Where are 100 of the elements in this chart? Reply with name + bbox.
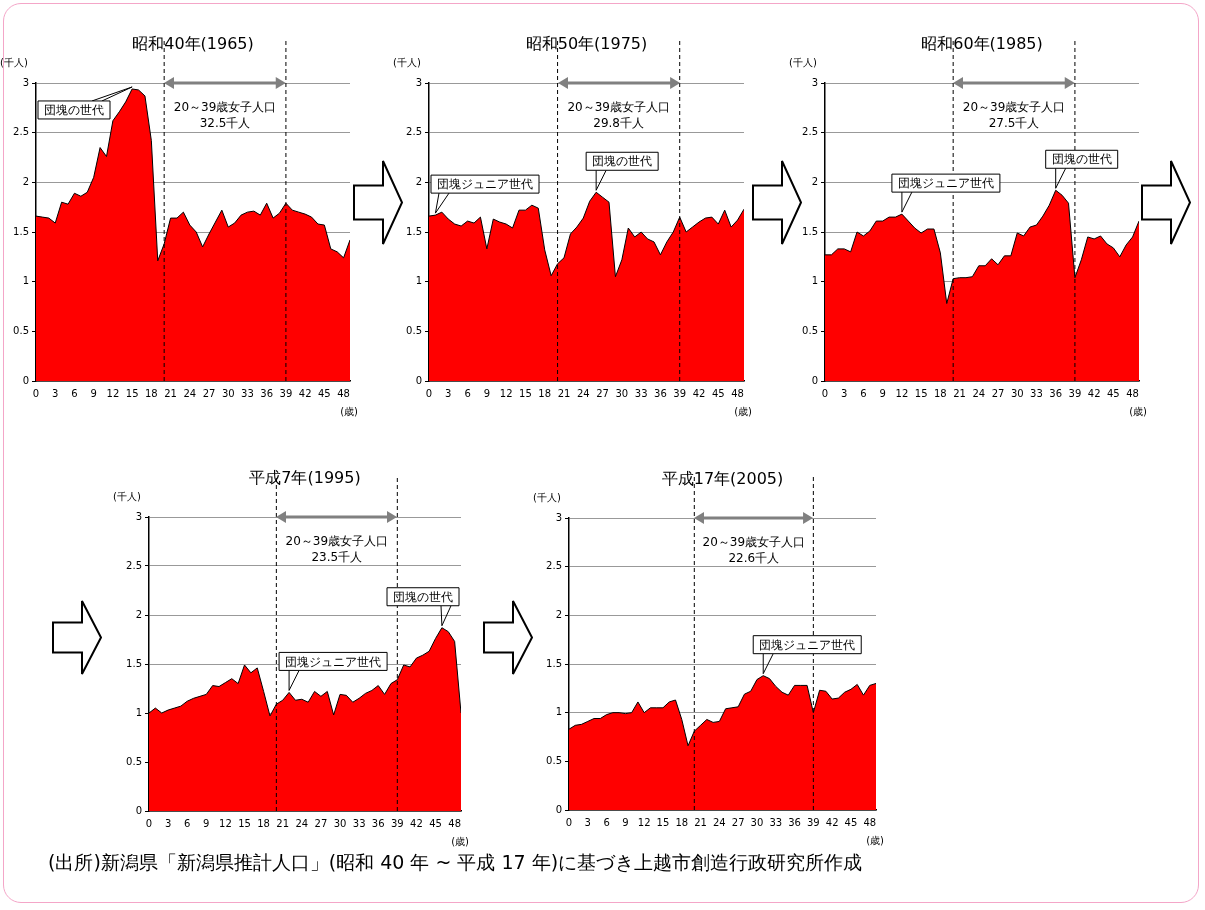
y-tick-label: 2.5 [802,126,818,138]
y-tick-label: 0 [555,803,562,815]
x-tick-label: 15 [519,387,532,399]
x-tick-label: 3 [584,816,591,828]
x-tick-label: 42 [825,816,839,828]
x-tick-label: 42 [692,387,706,399]
ref-line-label: 20～39歳女子人口 32.5千人 [173,100,277,131]
x-tick-label: 48 [863,816,877,828]
x-tick-label: 45 [711,387,725,399]
x-tick-label: 21 [953,387,966,399]
x-axis-title: (歳) [734,405,753,417]
y-tick-label: 3 [22,76,29,88]
x-tick-label: 3 [841,387,848,399]
x-tick-label: 30 [750,816,764,828]
x-tick-label: 33 [634,387,648,399]
y-tick-label: 2 [135,608,142,620]
y-tick-label: 1 [415,275,422,287]
x-tick-label: 45 [318,387,331,399]
text: (出所)新潟県「新潟県推計人口」(昭和 40 年 ~ 平成 17 年)に基づき上越市創造行政研究所作成 [48,850,863,875]
x-tick-label: 45 [1107,387,1120,399]
annotation: 団塊の世代 [44,103,104,118]
y-tick-label: 2 [22,175,29,187]
x-tick-label: 15 [238,817,251,829]
x-tick-label: 6 [464,387,471,399]
x-tick-label: 39 [806,816,820,828]
ref-line-label: 20～39歳女子人口 29.8千人 [567,100,670,131]
x-tick-label: 12 [895,387,909,399]
x-tick-label: 48 [731,387,744,399]
x-tick-label: 18 [675,816,689,828]
x-tick-label: 30 [1010,387,1024,399]
x-tick-label: 30 [221,387,235,399]
y-tick-label: 2.5 [406,126,422,138]
x-tick-label: 12 [106,387,120,399]
x-tick-label: 48 [337,387,350,399]
x-tick-label: 24 [713,816,726,828]
x-tick-label: 0 [32,387,40,399]
x-tick-label: 0 [425,387,433,399]
x-tick-label: 21 [276,817,290,829]
y-tick-label: 1 [555,706,562,718]
chart-title: 昭和40年(1965) [132,34,254,54]
x-tick-label: 24 [183,387,197,399]
x-tick-label: 30 [615,387,629,399]
x-tick-label: 27 [202,387,216,399]
x-tick-label: 42 [410,817,423,829]
ref-line-label: 20～39歳女子人口 22.6千人 [702,535,806,566]
x-tick-label: 33 [769,816,783,828]
x-tick-label: 9 [879,387,886,399]
y-tick-label: 0 [135,804,142,816]
x-tick-label: 12 [499,387,513,399]
y-tick-label: 0.5 [126,755,142,767]
x-tick-label: 24 [972,387,986,399]
x-tick-label: 15 [914,387,928,399]
y-tick-label: 1 [811,275,818,287]
x-tick-label: 0 [821,387,829,399]
x-tick-label: 33 [241,387,254,399]
y-axis-title: (千人) [113,490,141,502]
y-tick-label: 2.5 [126,559,142,571]
x-tick-label: 18 [538,387,552,399]
y-tick-label: 2 [555,608,562,620]
y-tick-label: 2.5 [13,126,29,138]
x-tick-label: 36 [371,817,385,829]
y-axis-title: (千人) [393,56,421,68]
x-tick-label: 9 [90,387,97,399]
x-tick-label: 3 [164,817,172,829]
annotation: 団塊ジュニア世代 [285,654,382,669]
x-tick-label: 39 [390,817,404,829]
x-tick-label: 27 [731,816,745,828]
x-tick-label: 0 [565,816,573,828]
y-tick-label: 1.5 [546,657,562,669]
y-tick-label: 0.5 [546,754,562,766]
x-tick-label: 6 [71,387,78,399]
x-tick-label: 9 [483,387,491,399]
annotation: 団塊ジュニア世代 [897,176,994,191]
y-tick-label: 0.5 [406,324,422,336]
x-tick-label: 39 [1068,387,1082,399]
y-tick-label: 2 [811,175,818,187]
y-axis-title: (千人) [789,56,817,68]
y-tick-label: 3 [811,76,818,88]
x-tick-label: 36 [654,387,667,399]
x-tick-label: 36 [1049,387,1063,399]
x-tick-label: 6 [860,387,867,399]
x-tick-label: 42 [1087,387,1101,399]
y-tick-label: 0.5 [13,324,29,336]
x-tick-label: 15 [125,387,139,399]
x-tick-label: 18 [933,387,947,399]
x-tick-label: 36 [260,387,274,399]
x-tick-label: 12 [637,816,651,828]
chart-title: 昭和50年(1975) [525,34,648,54]
y-tick-label: 3 [555,511,562,523]
x-tick-label: 33 [352,817,366,829]
annotation: 団塊の世代 [1051,152,1112,167]
x-tick-label: 15 [656,816,670,828]
x-tick-label: 18 [257,817,270,829]
chart-title: 平成7年(1995) [249,468,361,488]
x-tick-label: 9 [622,816,629,828]
y-axis-title: (千人) [533,491,561,503]
x-tick-label: 39 [673,387,687,399]
x-tick-label: 27 [314,817,328,829]
y-tick-label: 1.5 [126,657,142,669]
y-tick-label: 1 [22,275,29,287]
